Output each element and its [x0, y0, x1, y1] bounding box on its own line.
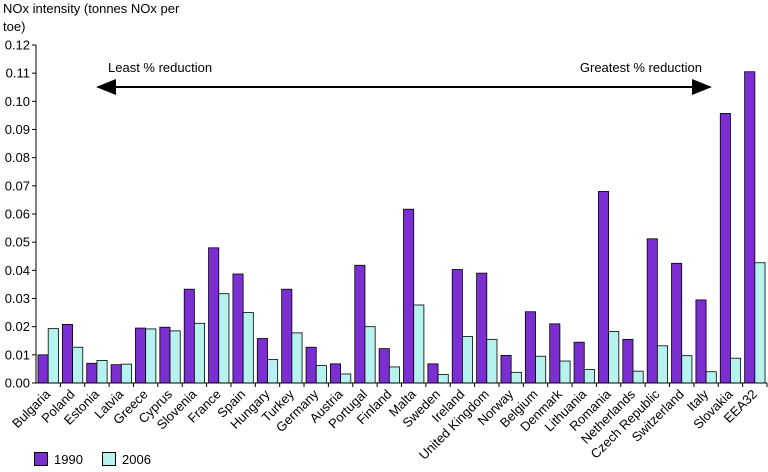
bar-1990-romania: [598, 191, 610, 384]
bar-1990-turkey: [281, 288, 293, 384]
bar-1990-poland: [61, 324, 73, 384]
legend-swatch-2006: [102, 452, 116, 466]
legend-swatch-1990: [34, 452, 48, 466]
legend-item-2006: 2006: [102, 452, 151, 467]
bar-1990-netherlands: [622, 338, 634, 384]
bar-2006-greece: [145, 328, 157, 384]
bar-1990-austria: [329, 363, 341, 384]
y-tick-label: 0.09: [5, 122, 30, 137]
bar-2006-hungary: [267, 359, 279, 384]
y-tick-label: 0.02: [5, 319, 30, 334]
bar-2006-poland: [72, 346, 84, 384]
bar-2006-denmark: [559, 360, 571, 384]
bar-2006-france: [218, 293, 230, 384]
bar-1990-denmark: [549, 323, 561, 384]
bar-1990-latvia: [110, 364, 122, 384]
y-axis-label: NOx intensity (tonnes NOx per toe): [3, 1, 180, 34]
bar-2006-estonia: [96, 360, 108, 384]
bar-2006-ireland: [462, 336, 474, 384]
bar-2006-latvia: [120, 363, 132, 384]
bar-1990-estonia: [86, 362, 98, 384]
legend-item-1990: 1990: [34, 452, 83, 467]
bar-1990-czech-republic: [646, 238, 658, 384]
bar-1990-portugal: [354, 264, 366, 384]
bar-1990-bulgaria: [37, 354, 49, 384]
bar-1990-slovakia: [719, 113, 731, 384]
bar-1990-greece: [135, 327, 147, 384]
bar-1990-slovenia: [183, 288, 195, 384]
legend-label-1990: 1990: [54, 452, 83, 467]
bar-2006-austria: [340, 373, 352, 384]
bar-2006-switzerland: [681, 355, 693, 384]
bar-1990-cyprus: [159, 326, 171, 384]
bar-1990-spain: [232, 273, 244, 384]
bar-2006-netherlands: [632, 370, 644, 384]
bar-2006-slovenia: [193, 322, 205, 384]
bar-2006-turkey: [291, 332, 303, 384]
y-tick-label: 0.12: [5, 38, 30, 53]
legend-label-2006: 2006: [122, 452, 151, 467]
bar-1990-malta: [403, 208, 415, 384]
y-tick-label: 0.06: [5, 207, 30, 222]
bar-1990-norway: [500, 354, 512, 384]
y-tick-label: 0.11: [6, 66, 30, 81]
bar-2006-spain: [242, 312, 254, 384]
annotation-greatest-reduction: Greatest % reduction: [580, 60, 702, 75]
annotation-least-reduction: Least % reduction: [108, 60, 212, 75]
bar-2006-sweden: [437, 374, 449, 384]
bar-2006-belgium: [535, 355, 547, 384]
bar-2006-malta: [413, 304, 425, 384]
bar-2006-lithuania: [583, 369, 595, 384]
bar-1990-italy: [695, 299, 707, 384]
bar-2006-romania: [608, 331, 620, 384]
bar-2006-czech-republic: [656, 345, 668, 384]
y-tick-label: 0.05: [5, 235, 30, 250]
y-tick-label: 0.04: [5, 263, 30, 278]
bar-1990-lithuania: [573, 341, 585, 384]
bar-2006-united-kingdom: [486, 338, 498, 384]
y-tick-label: 0.08: [5, 150, 30, 165]
bar-1990-switzerland: [671, 262, 683, 384]
bar-1990-france: [208, 247, 220, 384]
bar-2006-bulgaria: [47, 328, 59, 384]
y-tick-label: 0.10: [5, 94, 30, 109]
bar-1990-united-kingdom: [476, 272, 488, 384]
bar-2006-cyprus: [169, 330, 181, 384]
bar-1990-belgium: [524, 311, 536, 384]
bar-1990-ireland: [451, 269, 463, 384]
bar-2006-italy: [705, 371, 717, 384]
bar-2006-eea32: [754, 262, 766, 384]
bar-1990-hungary: [256, 338, 268, 384]
y-tick-label: 0.07: [5, 178, 30, 193]
bar-1990-eea32: [744, 71, 756, 384]
y-tick-label: 0.03: [5, 291, 30, 306]
bar-2006-norway: [510, 371, 522, 384]
bar-1990-sweden: [427, 363, 439, 384]
bar-2006-finland: [388, 366, 400, 384]
bar-1990-germany: [305, 346, 317, 384]
y-tick-label: 0.00: [5, 376, 30, 391]
bar-1990-finland: [378, 348, 390, 384]
bar-2006-germany: [315, 365, 327, 384]
y-tick-label: 0.01: [5, 347, 30, 362]
bar-2006-portugal: [364, 326, 376, 384]
bar-2006-slovakia: [730, 357, 742, 384]
